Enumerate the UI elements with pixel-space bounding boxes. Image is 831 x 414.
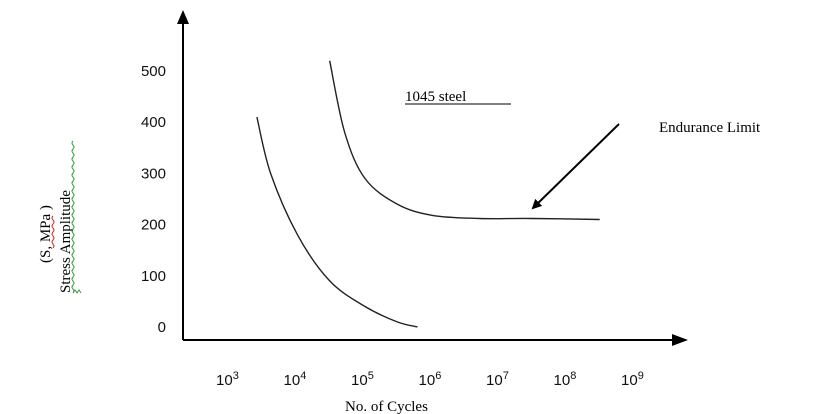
- x-tick-label: 109: [621, 370, 644, 389]
- sn-curves: [256, 60, 600, 328]
- x-axis-label: No. of Cycles: [345, 399, 428, 414]
- y-tick-label: 0: [158, 319, 166, 336]
- y-axis-arrowhead: [177, 10, 189, 24]
- y-axis-label-line1: Stress Amplitude: [58, 190, 74, 293]
- sn-curve-line: [256, 116, 418, 328]
- x-tick-label: 108: [554, 370, 577, 389]
- y-tick-label: 200: [141, 217, 166, 234]
- x-tick-labels: 103 104 105 106 107 108 109: [216, 370, 644, 389]
- y-tick-label: 500: [141, 63, 166, 80]
- y-tick-label: 300: [141, 165, 166, 182]
- y-axis-label-line2: (S, MPa ): [38, 205, 54, 263]
- sn-curve-line: [329, 60, 600, 221]
- spellcheck-squiggle-red: [51, 215, 55, 249]
- endurance-limit-arrow: [531, 123, 620, 210]
- axes: [177, 10, 688, 346]
- y-tick-labels: 0 100 200 300 400 500: [141, 63, 166, 336]
- series-label-1045-steel: 1045 steel: [405, 89, 466, 105]
- y-axis-label: Stress Amplitude (S, MPa ): [38, 140, 82, 294]
- x-tick-label: 104: [284, 370, 307, 389]
- y-tick-label: 100: [141, 268, 166, 285]
- endurance-limit-label: Endurance Limit: [659, 120, 761, 136]
- x-tick-label: 105: [351, 370, 374, 389]
- y-tick-label: 400: [141, 114, 166, 131]
- x-axis-arrowhead: [672, 334, 688, 346]
- x-tick-label: 107: [486, 370, 509, 389]
- x-tick-label: 103: [216, 370, 239, 389]
- x-tick-label: 106: [419, 370, 442, 389]
- spellcheck-squiggle-green-2: [71, 140, 75, 294]
